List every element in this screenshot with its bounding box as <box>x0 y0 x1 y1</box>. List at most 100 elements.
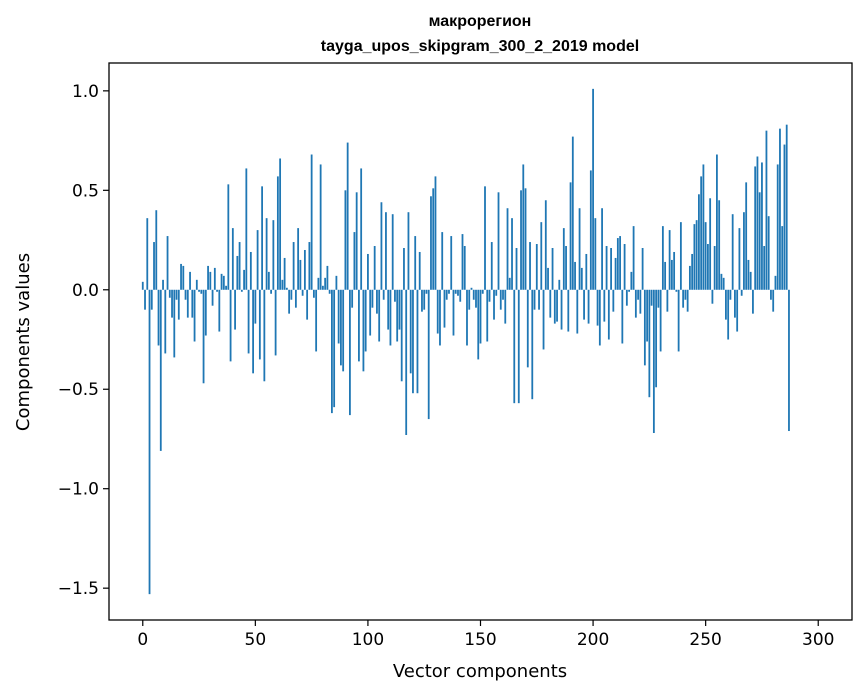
bar <box>506 208 509 290</box>
bar <box>524 188 527 290</box>
bar <box>454 289 457 294</box>
bar <box>684 289 687 300</box>
bar <box>342 289 345 372</box>
bar <box>270 289 273 294</box>
bar <box>513 289 516 404</box>
bar <box>234 289 236 330</box>
bar <box>423 289 426 310</box>
bar <box>517 289 520 404</box>
bar <box>499 289 502 310</box>
bar <box>258 289 261 360</box>
bar <box>589 170 592 290</box>
bar <box>508 277 511 290</box>
bar <box>594 218 597 290</box>
bar <box>691 253 694 290</box>
bar <box>716 154 718 290</box>
bar <box>418 251 421 290</box>
bar <box>493 289 495 320</box>
bar <box>391 214 394 290</box>
bar <box>434 176 437 290</box>
bar <box>670 259 673 290</box>
bar <box>157 289 160 346</box>
bar <box>569 182 572 290</box>
bar <box>256 230 259 290</box>
bar <box>337 289 340 344</box>
bar <box>416 289 419 394</box>
bar <box>358 289 360 362</box>
bar <box>249 251 252 290</box>
y-tick-label: −1.0 <box>58 480 99 500</box>
bar <box>427 289 430 420</box>
bar <box>718 200 721 290</box>
bar <box>353 232 356 290</box>
y-tick-label: −0.5 <box>58 380 99 400</box>
bar <box>614 257 617 290</box>
bar <box>637 289 640 300</box>
bar <box>526 289 529 368</box>
bar <box>166 236 169 290</box>
bar <box>601 208 603 290</box>
bar <box>283 257 286 290</box>
bar <box>297 228 300 290</box>
bar <box>335 275 338 290</box>
bar <box>470 287 473 290</box>
bar <box>164 289 167 354</box>
bar <box>652 289 655 434</box>
bar <box>783 144 786 290</box>
bar <box>441 232 444 290</box>
bar <box>355 192 358 290</box>
y-tick-label: 0.0 <box>72 281 99 301</box>
bar <box>144 289 146 310</box>
bar <box>387 289 390 330</box>
bar <box>641 248 644 290</box>
bar <box>400 289 403 382</box>
bar <box>432 188 435 290</box>
bar <box>688 265 691 290</box>
bar <box>698 194 700 290</box>
bar <box>682 289 685 308</box>
bar <box>171 289 173 318</box>
bar <box>319 164 322 290</box>
bar <box>711 289 714 304</box>
x-tick-label: 200 <box>577 630 609 650</box>
bar <box>488 289 491 302</box>
bar <box>360 168 363 290</box>
bar <box>184 289 187 300</box>
bar <box>245 168 248 290</box>
y-tick-label: 1.0 <box>72 82 99 102</box>
bar <box>396 289 399 342</box>
bar <box>177 289 180 320</box>
bar <box>607 289 610 340</box>
bar <box>675 289 678 292</box>
bar <box>252 289 254 374</box>
bar <box>531 289 534 400</box>
bar <box>412 289 414 394</box>
bar <box>146 218 149 290</box>
bar <box>673 251 676 290</box>
bar <box>229 289 232 362</box>
bar <box>763 246 766 290</box>
bar <box>731 214 734 290</box>
bar <box>661 226 664 290</box>
x-axis-label: Vector components <box>393 661 567 682</box>
bar <box>279 158 282 290</box>
bar <box>371 289 374 308</box>
x-tick-label: 250 <box>689 630 721 650</box>
bar <box>650 289 653 306</box>
bar <box>713 246 716 290</box>
bar <box>198 289 200 292</box>
bar <box>222 275 225 290</box>
bar <box>677 289 680 352</box>
bar <box>686 289 689 312</box>
bar <box>619 236 621 290</box>
bar <box>204 289 207 336</box>
bar <box>785 124 788 290</box>
bar <box>664 261 667 290</box>
bar <box>533 289 536 310</box>
bar <box>346 142 349 290</box>
bar <box>749 271 752 290</box>
bar <box>159 289 162 451</box>
bar <box>463 246 466 290</box>
bar <box>535 244 538 290</box>
bar <box>603 289 606 322</box>
